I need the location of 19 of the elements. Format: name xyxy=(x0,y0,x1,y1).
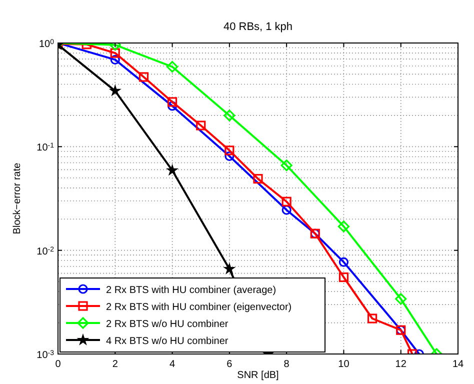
x-tick-label: 8 xyxy=(284,359,290,370)
legend-label: 2 Rx BTS w/o HU combiner xyxy=(106,319,229,330)
x-tick-label: 12 xyxy=(395,359,407,370)
x-axis-title: SNR [dB] xyxy=(237,370,280,381)
x-tick-label: 2 xyxy=(112,359,118,370)
y-axis-title: Block−error rate xyxy=(12,162,23,234)
y-tick-label: 10$^{-1}$ xyxy=(36,142,54,154)
x-tick-label: 10 xyxy=(338,359,350,370)
y-tick-label: 10$^{0}$ xyxy=(38,38,54,50)
chart-title: 40 RBs, 1 kph xyxy=(223,21,293,33)
x-tick-label: 6 xyxy=(226,359,233,370)
y-tick-label: 10$^{-3}$ xyxy=(36,350,54,361)
x-tick-label: 0 xyxy=(55,359,62,370)
x-tick-label: 4 xyxy=(170,359,176,370)
legend-label: 4 Rx BTS w/o HU combiner xyxy=(106,336,229,347)
x-tick-label: 14 xyxy=(452,359,464,370)
y-tick-label: 10$^{-2}$ xyxy=(36,246,54,258)
legend-label: 2 Rx BTS with HU combiner (average) xyxy=(106,285,276,296)
legend-label: 2 Rx BTS with HU combiner (eigenvector) xyxy=(106,302,292,313)
